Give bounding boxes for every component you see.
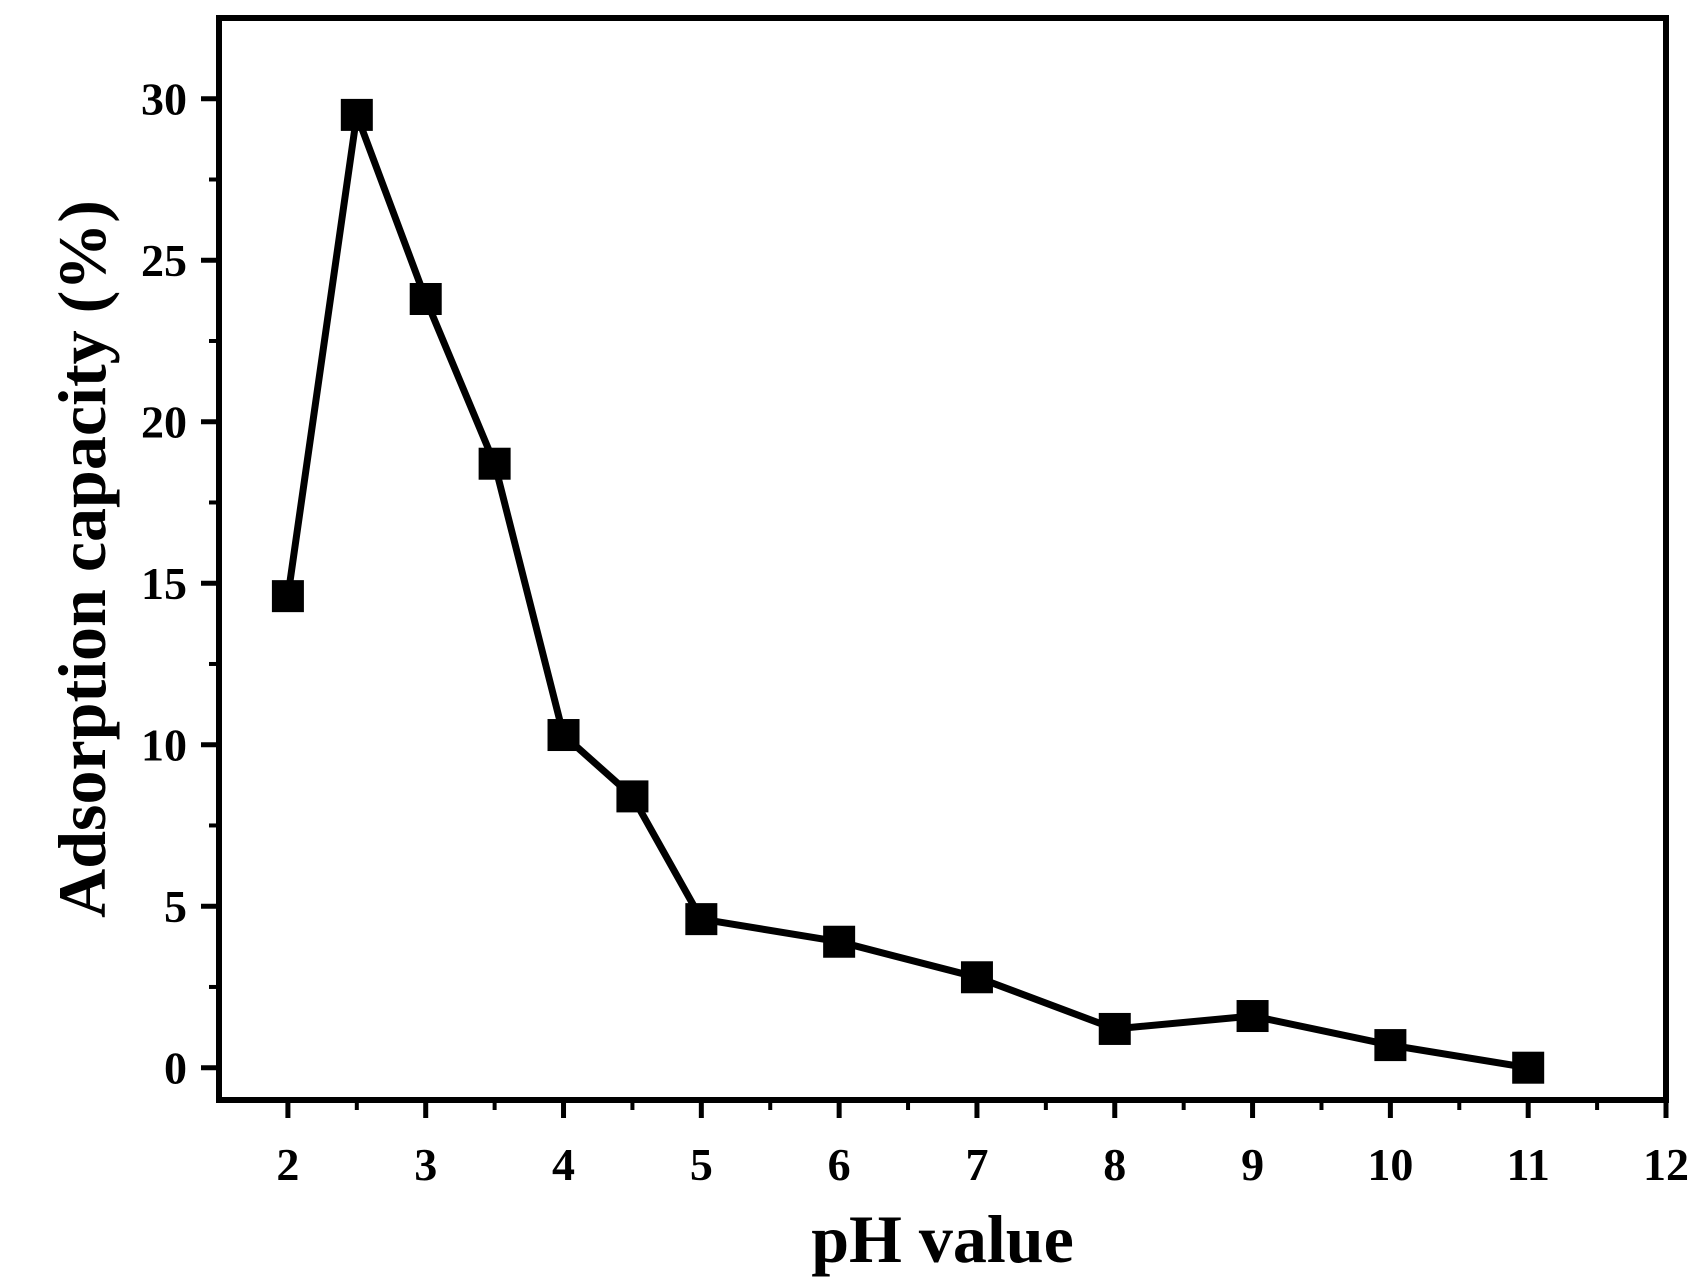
y-tick-label: 30: [141, 74, 187, 125]
data-point: [1098, 1012, 1131, 1045]
y-tick-label: 20: [141, 397, 187, 448]
y-tick-label: 5: [164, 881, 187, 932]
y-axis-title: Adsorption capacity (%): [44, 200, 120, 918]
x-tick-label: 11: [1506, 1139, 1549, 1190]
data-point: [547, 719, 580, 752]
x-tick-label: 4: [552, 1139, 575, 1190]
x-tick-label: 12: [1643, 1139, 1689, 1190]
data-point: [685, 903, 718, 936]
data-markers: [271, 98, 1545, 1084]
x-tick-label: 5: [690, 1139, 713, 1190]
x-tick-label: 2: [276, 1139, 299, 1190]
data-point: [478, 447, 511, 480]
x-tick-label: 10: [1367, 1139, 1413, 1190]
x-tick-label: 8: [1103, 1139, 1126, 1190]
data-point: [823, 925, 856, 958]
data-point: [409, 282, 442, 315]
y-tick-labels: 0 5 10 15 20 25 30: [141, 74, 187, 1094]
x-tick-label: 6: [828, 1139, 851, 1190]
x-tick-label: 9: [1241, 1139, 1264, 1190]
plot-frame: [216, 15, 1669, 1103]
data-point: [271, 580, 304, 613]
series-line-group: [284, 111, 1529, 1072]
x-tick-label: 3: [414, 1139, 437, 1190]
data-point: [1374, 1029, 1407, 1062]
data-point: [960, 961, 993, 994]
y-tick-label: 0: [164, 1043, 187, 1094]
x-tick-label: 7: [965, 1139, 988, 1190]
data-point: [616, 780, 649, 813]
x-axis-title: pH value: [811, 1201, 1074, 1277]
data-point: [340, 98, 373, 131]
y-tick-label: 15: [141, 558, 187, 609]
y-tick-label: 25: [141, 235, 187, 286]
y-tick-label: 10: [141, 720, 187, 771]
series-line: [284, 111, 1529, 1072]
x-tick-labels: 2 3 4 5 6 7 8 9 10 11 12: [276, 1139, 1689, 1190]
data-point: [1236, 1000, 1269, 1033]
data-point: [1512, 1051, 1545, 1084]
